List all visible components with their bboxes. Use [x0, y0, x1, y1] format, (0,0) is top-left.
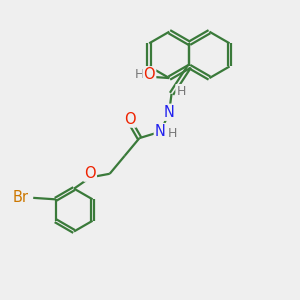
Text: O: O [124, 112, 136, 127]
Text: Br: Br [13, 190, 28, 205]
Text: H: H [176, 85, 186, 98]
Text: O: O [144, 67, 155, 82]
Text: N: N [164, 105, 175, 120]
Text: O: O [84, 166, 96, 181]
Text: H: H [135, 68, 144, 81]
Text: H: H [168, 128, 177, 140]
Text: N: N [155, 124, 166, 139]
